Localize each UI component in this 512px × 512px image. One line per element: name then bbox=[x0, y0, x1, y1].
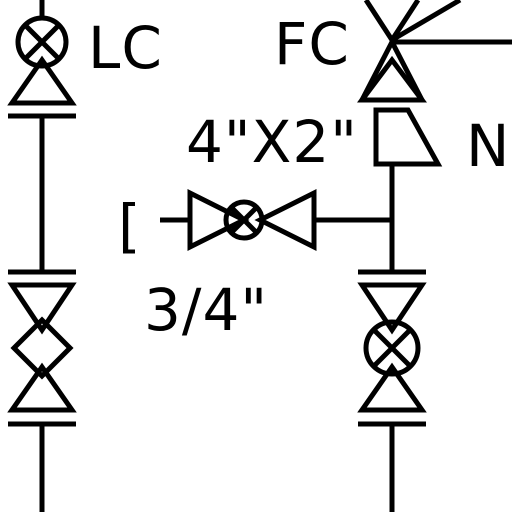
fc-control-valve bbox=[357, 0, 512, 103]
right-valve-top-triangle bbox=[357, 282, 427, 335]
lc-valve-body bbox=[7, 55, 77, 106]
branch-valve-left-triangle bbox=[187, 188, 250, 252]
reducer-body bbox=[373, 107, 443, 167]
right-valve-cross-b bbox=[372, 328, 412, 368]
valve-size-label: 3/4" bbox=[144, 276, 268, 344]
branch-gate-valve bbox=[187, 188, 317, 252]
cap-symbol: [ bbox=[118, 192, 142, 260]
branch-valve-cross-b bbox=[229, 205, 259, 235]
left-valve-top-triangle bbox=[7, 282, 77, 335]
reducer-size-label: 4"X2" bbox=[186, 108, 358, 176]
lc-control-valve bbox=[7, 0, 77, 106]
branch-valve-right-triangle bbox=[254, 188, 317, 252]
right-valve-circle bbox=[363, 319, 421, 377]
left-valve-bottom-triangle bbox=[7, 362, 77, 413]
right-ball-valve bbox=[357, 282, 427, 413]
reducer bbox=[373, 107, 443, 167]
right-valve-bottom-triangle bbox=[357, 362, 427, 413]
n-label: N bbox=[466, 112, 510, 180]
fc-actuator-line-a bbox=[363, 0, 395, 42]
fc-actuator-line-b bbox=[389, 0, 421, 42]
branch-valve-circle bbox=[223, 199, 265, 241]
fc-valve-body-bottom bbox=[357, 55, 427, 103]
left-valve-diamond bbox=[10, 316, 74, 380]
lc-tag-label: LC bbox=[88, 14, 163, 82]
left-plug-valve bbox=[7, 282, 77, 413]
lc-actuator-cross-b bbox=[23, 23, 61, 61]
lc-actuator-circle bbox=[15, 15, 69, 69]
fc-actuator-line-c bbox=[390, 0, 462, 43]
fc-tag-label: FC bbox=[274, 10, 350, 78]
